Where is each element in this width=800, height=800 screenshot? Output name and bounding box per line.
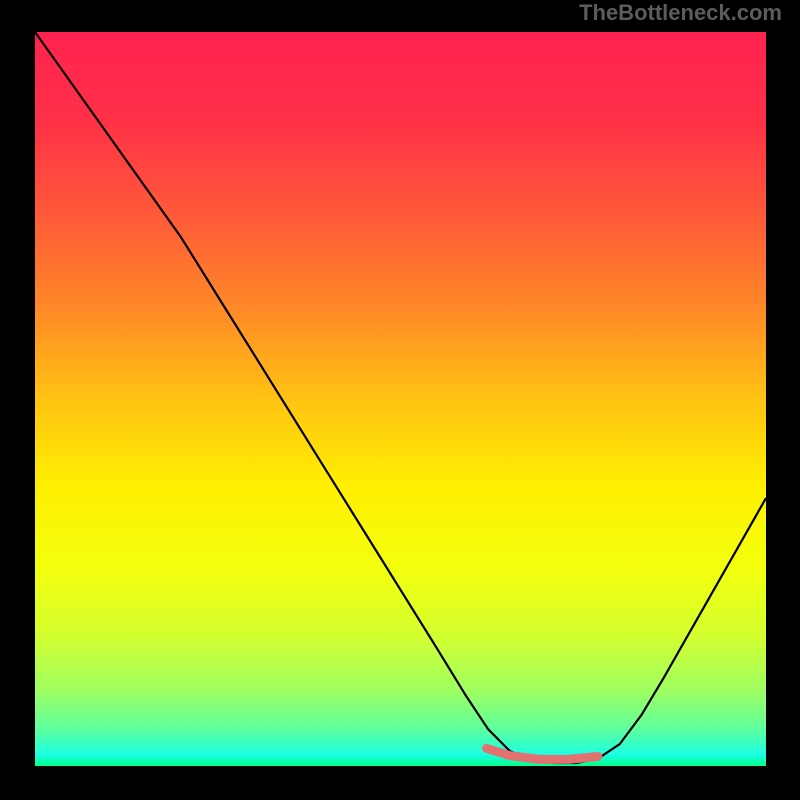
optimal-band: [487, 748, 598, 759]
bottleneck-curve: [35, 32, 766, 763]
curve-layer: [35, 32, 766, 766]
chart-container: TheBottleneck.com: [0, 0, 800, 800]
watermark-text: TheBottleneck.com: [579, 0, 782, 26]
plot-area: [35, 32, 766, 766]
